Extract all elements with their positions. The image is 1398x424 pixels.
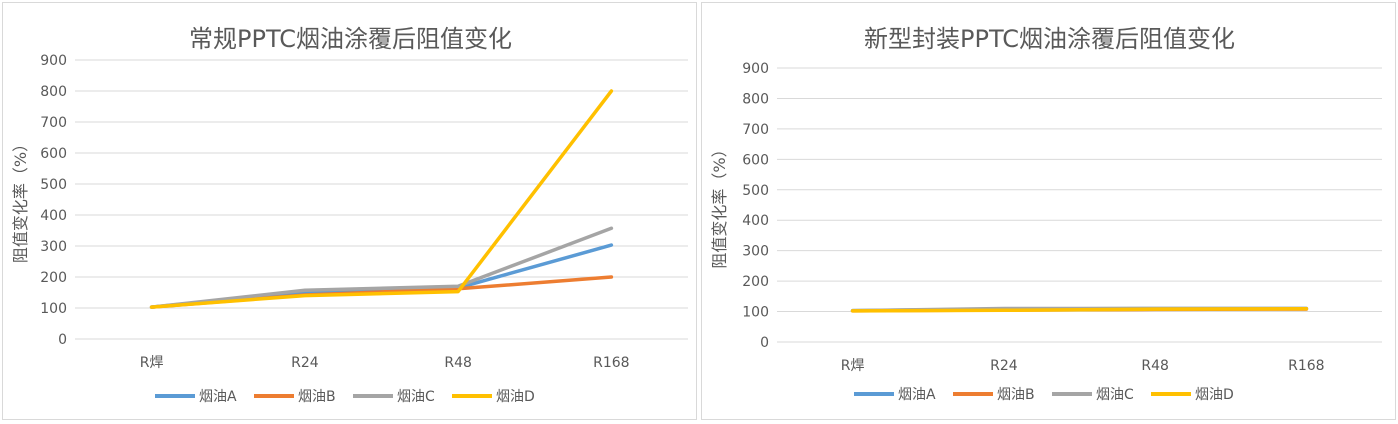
x-tick-label: R焊 — [140, 355, 164, 371]
y-tick-label: 500 — [742, 183, 769, 199]
x-tick-label: R168 — [1288, 358, 1324, 374]
legend-label: 烟油C — [397, 389, 435, 405]
x-tick-label: R焊 — [841, 358, 865, 374]
y-tick-label: 700 — [40, 115, 67, 131]
y-tick-label: 100 — [742, 305, 769, 321]
y-tick-label: 800 — [742, 91, 769, 107]
y-axis-title: 阻值变化率（%） — [710, 141, 729, 268]
y-tick-label: 0 — [760, 335, 769, 351]
y-tick-label: 300 — [742, 244, 769, 260]
y-tick-label: 800 — [40, 84, 67, 100]
legend-label: 烟油C — [1096, 387, 1134, 403]
y-tick-label: 700 — [742, 122, 769, 138]
chart-panel-right: 新型封装PPTC烟油涂覆后阻值变化 0 100 200 300 400 500 600 700 8… — [701, 2, 1396, 420]
chart-title: 新型封装PPTC烟油涂覆后阻值变化 — [864, 25, 1235, 53]
y-tick-label: 600 — [40, 146, 67, 162]
y-tick-label: 200 — [742, 274, 769, 290]
x-tick-label: R24 — [291, 355, 319, 371]
y-tick-label: 0 — [58, 332, 67, 348]
legend-label: 烟油B — [298, 389, 336, 405]
x-tick-label: R168 — [593, 355, 629, 371]
chart-panel-left: 常规PPTC烟油涂覆后阻值变化 0 100 200 300 400 500 600 700 800… — [2, 2, 697, 420]
series-line — [850, 307, 1309, 313]
legend-label: 烟油D — [1195, 387, 1234, 403]
y-tick-label: 500 — [40, 177, 67, 193]
chart-svg-left: 常规PPTC烟油涂覆后阻值变化 0 100 200 300 400 500 600 700 800… — [11, 25, 688, 405]
x-tick-label: R48 — [1141, 358, 1169, 374]
chart-svg-right: 新型封装PPTC烟油涂覆后阻值变化 0 100 200 300 400 500 600 700 8… — [710, 25, 1382, 403]
y-tick-label: 400 — [40, 208, 67, 224]
series-line — [149, 226, 614, 309]
x-tick-label: R24 — [990, 358, 1018, 374]
y-tick-label: 200 — [40, 270, 67, 286]
y-tick-label: 400 — [742, 213, 769, 229]
legend-label: 烟油A — [199, 389, 237, 405]
y-tick-label: 900 — [40, 53, 67, 69]
y-tick-label: 300 — [40, 239, 67, 255]
y-tick-label: 600 — [742, 152, 769, 168]
chart-title: 常规PPTC烟油涂覆后阻值变化 — [189, 25, 512, 53]
y-axis-title: 阻值变化率（%） — [11, 136, 30, 263]
legend-label: 烟油A — [898, 387, 936, 403]
series-line — [149, 89, 614, 309]
y-tick-label: 900 — [742, 61, 769, 77]
y-tick-label: 100 — [40, 301, 67, 317]
legend-label: 烟油D — [496, 389, 535, 405]
x-tick-label: R48 — [444, 355, 472, 371]
legend-label: 烟油B — [997, 387, 1035, 403]
